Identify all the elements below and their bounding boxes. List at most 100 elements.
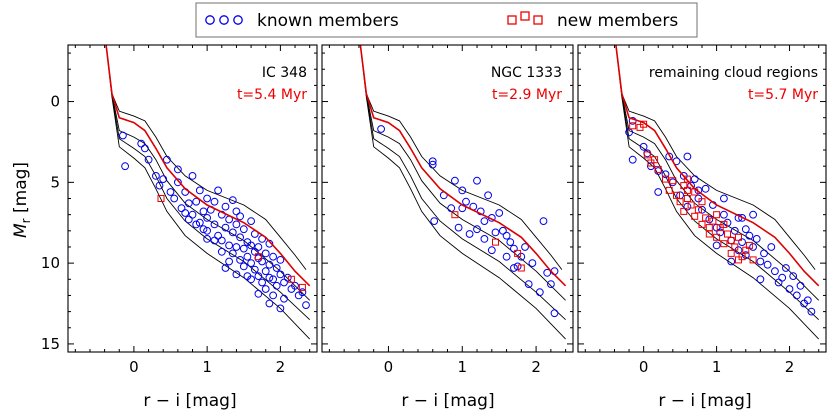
known-member-point bbox=[803, 296, 812, 305]
known-member-point bbox=[654, 188, 663, 196]
known-member-point bbox=[782, 264, 790, 272]
known-member-point bbox=[480, 235, 489, 243]
y-axis-label-unit: [mag] bbox=[11, 162, 31, 218]
known-member-point bbox=[480, 217, 489, 226]
panel-label: IC 348 bbox=[262, 65, 307, 81]
known-member-point bbox=[738, 238, 746, 247]
known-member-point bbox=[473, 176, 481, 185]
new-member-point bbox=[742, 246, 750, 254]
known-member-point bbox=[261, 267, 270, 276]
known-member-point bbox=[539, 217, 548, 226]
known-member-point bbox=[261, 285, 270, 293]
new-member-point bbox=[727, 249, 735, 257]
known-member-point bbox=[236, 256, 245, 264]
known-member-point bbox=[174, 165, 182, 174]
known-member-point bbox=[261, 249, 270, 258]
known-member-point bbox=[199, 207, 208, 216]
known-member-point bbox=[203, 226, 212, 235]
known-member-point bbox=[276, 256, 285, 264]
legend-frame bbox=[195, 2, 698, 38]
known-member-point bbox=[137, 139, 146, 148]
known-member-point bbox=[550, 309, 559, 318]
known-member-point bbox=[730, 226, 739, 235]
x-axis-label: r − i [mag] bbox=[401, 391, 494, 411]
known-member-point bbox=[265, 299, 274, 308]
known-member-point bbox=[778, 273, 787, 282]
known-member-point bbox=[513, 262, 522, 271]
known-member-point bbox=[771, 267, 779, 276]
known-member-point bbox=[163, 155, 171, 164]
legend-label-new: new members bbox=[557, 11, 678, 31]
new-member-point bbox=[724, 230, 731, 238]
known-member-point bbox=[170, 194, 179, 203]
known-member-point bbox=[184, 215, 193, 224]
known-member-point bbox=[254, 243, 263, 251]
known-member-point bbox=[687, 181, 695, 190]
isochrone-lower2 bbox=[359, 45, 566, 321]
new-member-point bbox=[651, 156, 659, 164]
legend-known-marker bbox=[219, 15, 229, 25]
x-tick-label: 1 bbox=[712, 358, 722, 376]
known-member-point bbox=[745, 231, 754, 240]
new-member-point bbox=[731, 243, 739, 251]
known-member-point bbox=[796, 281, 805, 290]
known-member-point bbox=[701, 184, 710, 193]
known-member-point bbox=[239, 225, 248, 234]
known-member-point bbox=[547, 280, 555, 289]
known-member-point bbox=[247, 241, 256, 250]
known-member-point bbox=[159, 175, 168, 184]
new-member-point bbox=[298, 283, 306, 291]
known-member-point bbox=[524, 280, 533, 289]
y-tick-label: 15 bbox=[41, 335, 60, 353]
known-member-point bbox=[510, 244, 518, 253]
known-member-point bbox=[121, 162, 129, 171]
known-member-point bbox=[465, 230, 474, 238]
isochrone-lower1 bbox=[105, 45, 311, 301]
new-member-point bbox=[713, 233, 721, 241]
known-member-point bbox=[203, 214, 212, 222]
new-member-point bbox=[254, 253, 262, 261]
y-tick-label: 5 bbox=[50, 173, 60, 191]
known-member-point bbox=[188, 210, 197, 219]
known-member-point bbox=[521, 243, 529, 251]
known-member-point bbox=[214, 186, 223, 195]
known-member-point bbox=[265, 273, 274, 282]
new-member-point bbox=[287, 275, 295, 283]
x-tick-label: 0 bbox=[129, 358, 139, 376]
known-member-point bbox=[210, 236, 219, 245]
new-member-point bbox=[683, 186, 691, 194]
known-member-point bbox=[741, 225, 750, 234]
known-member-point bbox=[447, 204, 456, 213]
legend-new-markers bbox=[507, 11, 543, 25]
known-member-point bbox=[265, 260, 274, 269]
new-member-point bbox=[705, 230, 713, 238]
known-member-point bbox=[665, 152, 674, 161]
known-member-point bbox=[203, 235, 212, 243]
known-member-point bbox=[276, 270, 285, 279]
known-member-point bbox=[192, 197, 201, 206]
panel-age-label: t=5.7 Myr bbox=[748, 87, 818, 103]
known-member-point bbox=[528, 259, 537, 268]
x-axis-label: r − i [mag] bbox=[143, 391, 236, 411]
known-member-point bbox=[199, 225, 208, 234]
known-member-point bbox=[499, 226, 507, 235]
new-member-point bbox=[669, 177, 677, 185]
known-member-point bbox=[243, 252, 252, 261]
known-member-point bbox=[502, 252, 511, 261]
isochrone-best-fit bbox=[105, 45, 311, 287]
known-member-point bbox=[807, 307, 816, 316]
known-member-point bbox=[239, 244, 248, 253]
known-member-point bbox=[752, 235, 761, 243]
known-member-point bbox=[628, 155, 637, 164]
known-member-point bbox=[298, 288, 307, 297]
new-member-point bbox=[643, 151, 651, 159]
panel-age-label: t=5.4 Myr bbox=[237, 87, 307, 103]
known-member-point bbox=[698, 205, 706, 214]
known-member-point bbox=[676, 191, 684, 200]
new-member-point bbox=[665, 186, 673, 194]
known-member-point bbox=[232, 270, 241, 279]
known-member-point bbox=[247, 259, 256, 268]
y-axis-label-main: M bbox=[11, 223, 31, 238]
legend-new-marker bbox=[520, 11, 530, 21]
